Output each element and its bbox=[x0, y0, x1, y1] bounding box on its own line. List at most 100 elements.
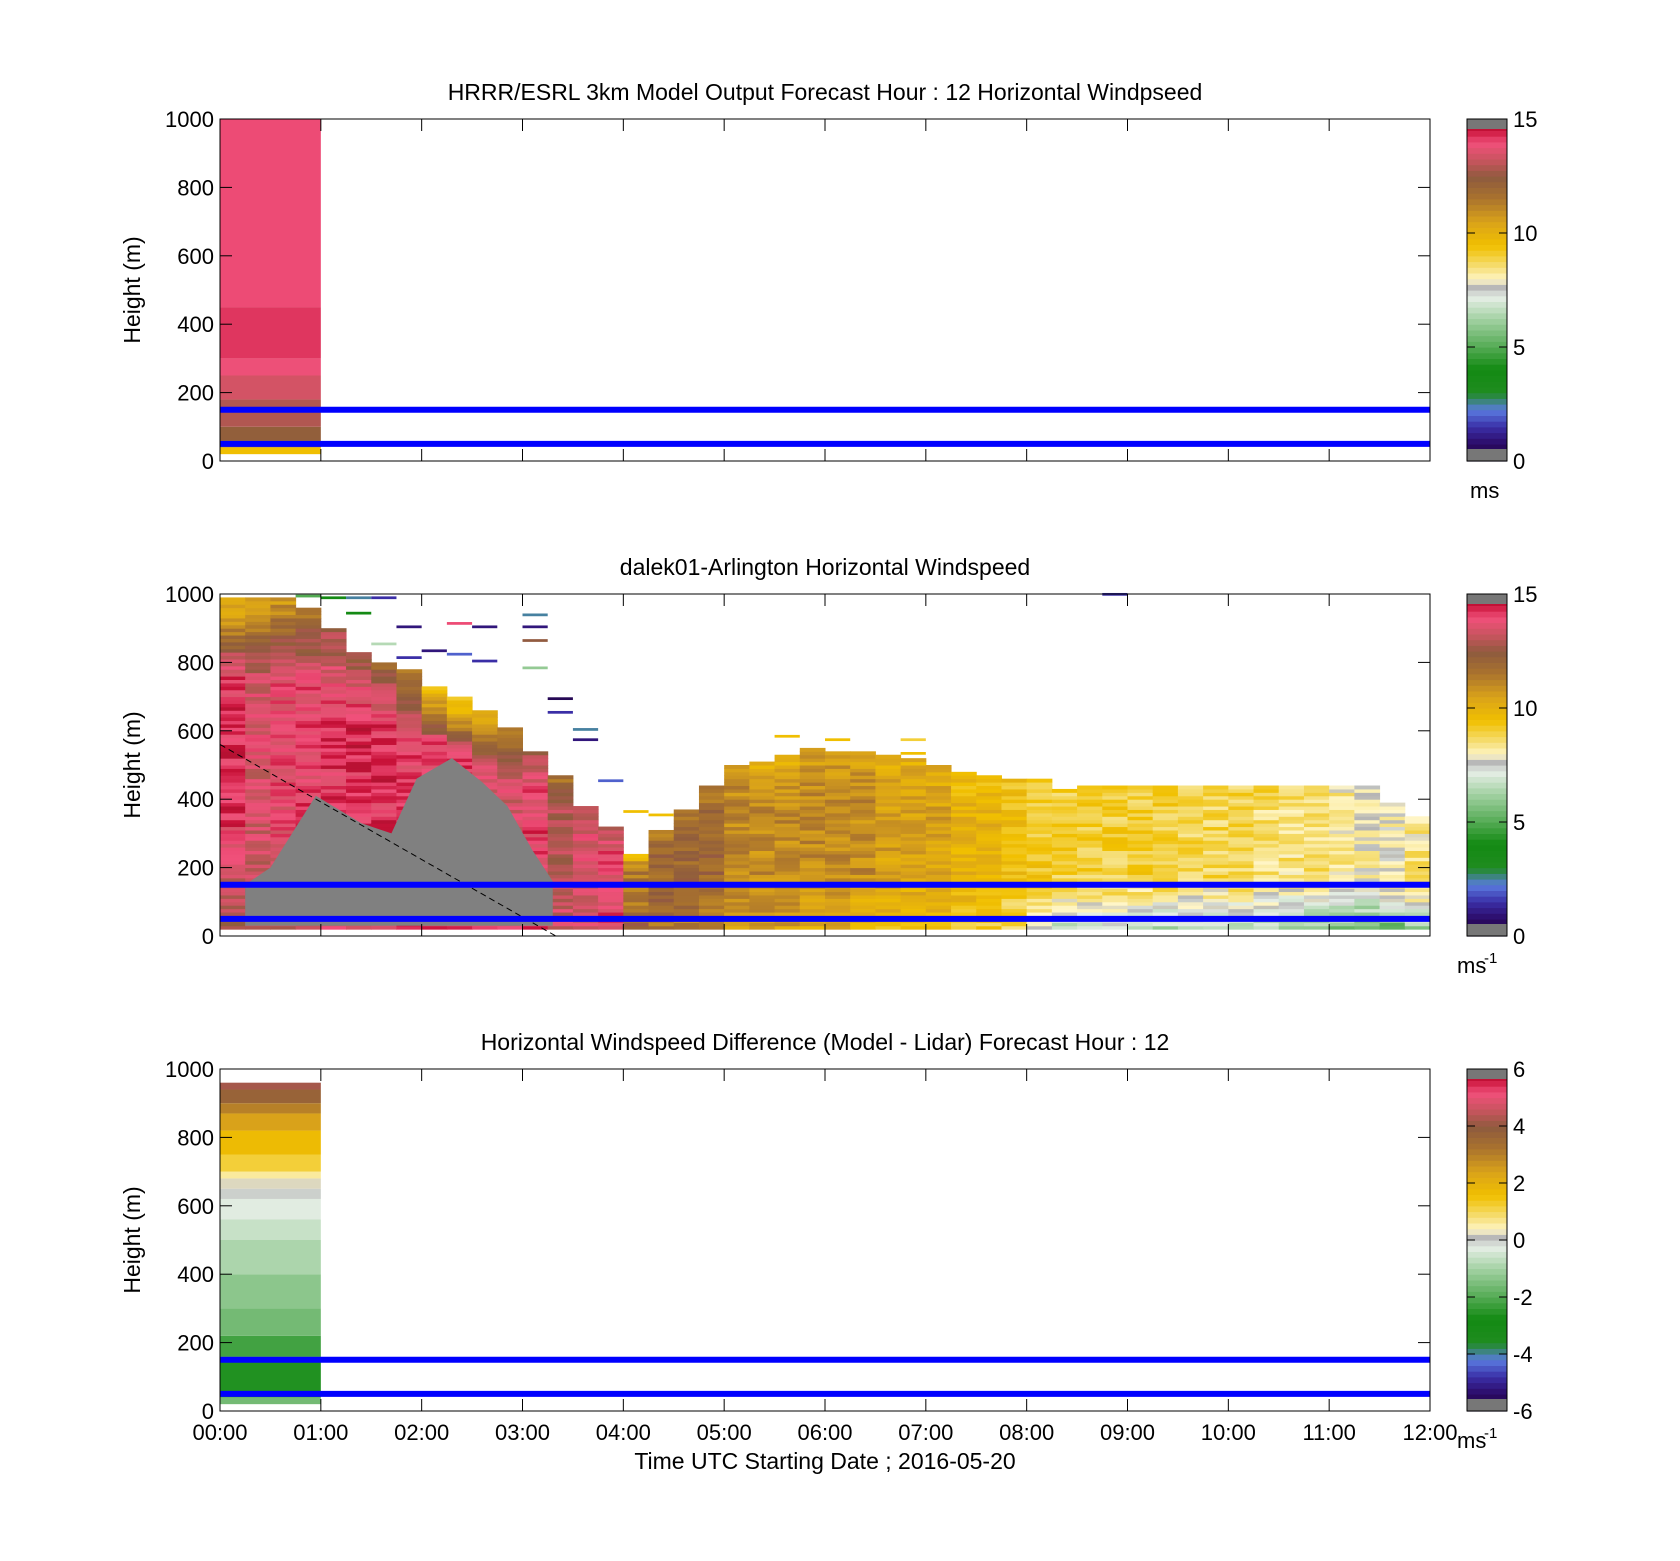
heatmap-cell bbox=[1278, 799, 1305, 804]
heatmap-cell bbox=[1278, 891, 1305, 896]
colorbar-min-cap bbox=[1467, 1399, 1507, 1411]
heatmap-cell bbox=[976, 912, 1002, 916]
heatmap-cell bbox=[698, 806, 725, 810]
heatmap-cell bbox=[825, 833, 851, 838]
heatmap-cell bbox=[1051, 799, 1078, 804]
heatmap-cell bbox=[1152, 857, 1179, 862]
heatmap-cell bbox=[1329, 888, 1355, 893]
colorbar-tick-label: -6 bbox=[1513, 1399, 1533, 1424]
heatmap-cell bbox=[220, 806, 246, 810]
colorbar-tick-label: -4 bbox=[1513, 1342, 1533, 1367]
heatmap-cell bbox=[1404, 857, 1431, 862]
heatmap-cell bbox=[547, 806, 574, 810]
heatmap-cell bbox=[951, 819, 977, 824]
heatmap-cell bbox=[1127, 867, 1154, 872]
heatmap-cell bbox=[522, 850, 549, 855]
heatmap-cell bbox=[925, 853, 952, 858]
heatmap-cell bbox=[245, 693, 271, 698]
heatmap-cell bbox=[295, 744, 322, 749]
heatmap-cell bbox=[598, 847, 624, 851]
heatmap-cell bbox=[850, 754, 876, 759]
heatmap-cell bbox=[1152, 809, 1179, 814]
heatmap-cell bbox=[1077, 894, 1103, 899]
heatmap-cell bbox=[850, 922, 876, 927]
heatmap-cell bbox=[1404, 853, 1431, 858]
heatmap-cell bbox=[925, 768, 952, 773]
heatmap-cell bbox=[951, 816, 977, 821]
heatmap-cell bbox=[1127, 877, 1154, 882]
heatmap-cell bbox=[320, 669, 347, 674]
colorbar-tick-label: 5 bbox=[1513, 810, 1525, 835]
heatmap-cell bbox=[1077, 829, 1103, 834]
heatmap-cell bbox=[825, 823, 851, 828]
heatmap-cell bbox=[1278, 901, 1305, 906]
heatmap-cell bbox=[1354, 826, 1381, 831]
colorbar-max-cap bbox=[1467, 594, 1507, 604]
heatmap-cell bbox=[522, 778, 549, 783]
heatmap-cell bbox=[1303, 888, 1330, 893]
heatmap-cell bbox=[1228, 826, 1255, 831]
heatmap-cell bbox=[1354, 785, 1381, 790]
heatmap-cell bbox=[346, 723, 372, 728]
heatmap-cell bbox=[976, 826, 1002, 831]
heatmap-cell bbox=[1329, 857, 1355, 862]
colorbar-swatch bbox=[1467, 1120, 1507, 1127]
heatmap-cell bbox=[245, 727, 271, 732]
heatmap-cell bbox=[598, 867, 624, 872]
x-tick-label: 01:00 bbox=[293, 1420, 348, 1445]
heatmap-cell bbox=[1051, 857, 1078, 862]
heatmap-cell bbox=[446, 713, 473, 718]
heatmap-cell bbox=[220, 700, 246, 704]
heatmap-cell bbox=[1253, 819, 1280, 824]
heatmap-cell bbox=[371, 717, 397, 722]
heatmap-cell bbox=[1102, 877, 1128, 882]
heatmap-cell bbox=[749, 826, 776, 831]
heatmap-cell bbox=[1303, 809, 1330, 814]
colorbar-swatch bbox=[1467, 176, 1507, 183]
heatmap-cell bbox=[446, 622, 473, 625]
heatmap-cell bbox=[825, 738, 851, 742]
heatmap-cell bbox=[220, 741, 246, 745]
heatmap-cell bbox=[749, 891, 776, 896]
heatmap-cell bbox=[1329, 802, 1355, 807]
heatmap-cell bbox=[850, 816, 876, 821]
heatmap-cell bbox=[1152, 788, 1179, 793]
heatmap-cell bbox=[270, 693, 297, 698]
heatmap-cell bbox=[1152, 829, 1179, 834]
heatmap-cell bbox=[1001, 799, 1028, 804]
heatmap-cell bbox=[951, 850, 977, 855]
heatmap-cell bbox=[270, 617, 297, 622]
heatmap-cell bbox=[825, 898, 851, 903]
plot-area bbox=[220, 119, 1430, 461]
heatmap-cell bbox=[220, 119, 321, 308]
colorbar-swatch bbox=[1467, 198, 1507, 206]
heatmap-cell bbox=[320, 744, 347, 749]
colorbar-swatch bbox=[1467, 221, 1507, 228]
heatmap-cell bbox=[774, 788, 801, 793]
heatmap-cell bbox=[245, 679, 271, 684]
heatmap-cell bbox=[1278, 888, 1305, 893]
heatmap-cell bbox=[850, 860, 876, 865]
heatmap-cell bbox=[1127, 874, 1154, 879]
heatmap-cell bbox=[547, 908, 574, 913]
heatmap-cell bbox=[825, 925, 851, 930]
heatmap-cell bbox=[320, 751, 347, 756]
heatmap-cell bbox=[1051, 877, 1078, 882]
heatmap-cell bbox=[270, 765, 297, 769]
heatmap-cell bbox=[850, 806, 876, 810]
heatmap-cell bbox=[774, 826, 801, 831]
colorbar-swatch bbox=[1467, 1131, 1507, 1138]
heatmap-cell bbox=[1051, 829, 1078, 834]
heatmap-cell bbox=[320, 754, 347, 759]
heatmap-cell bbox=[547, 888, 574, 893]
heatmap-cell bbox=[245, 847, 271, 851]
heatmap-cell bbox=[346, 788, 372, 793]
heatmap-cell bbox=[774, 768, 801, 773]
heatmap-cell bbox=[371, 665, 397, 670]
heatmap-cell bbox=[421, 751, 448, 756]
heatmap-cell bbox=[245, 621, 271, 626]
heatmap-cell bbox=[320, 723, 347, 728]
heatmap-cell bbox=[295, 727, 322, 732]
heatmap-cell bbox=[245, 700, 271, 704]
heatmap-cell bbox=[1228, 823, 1255, 828]
